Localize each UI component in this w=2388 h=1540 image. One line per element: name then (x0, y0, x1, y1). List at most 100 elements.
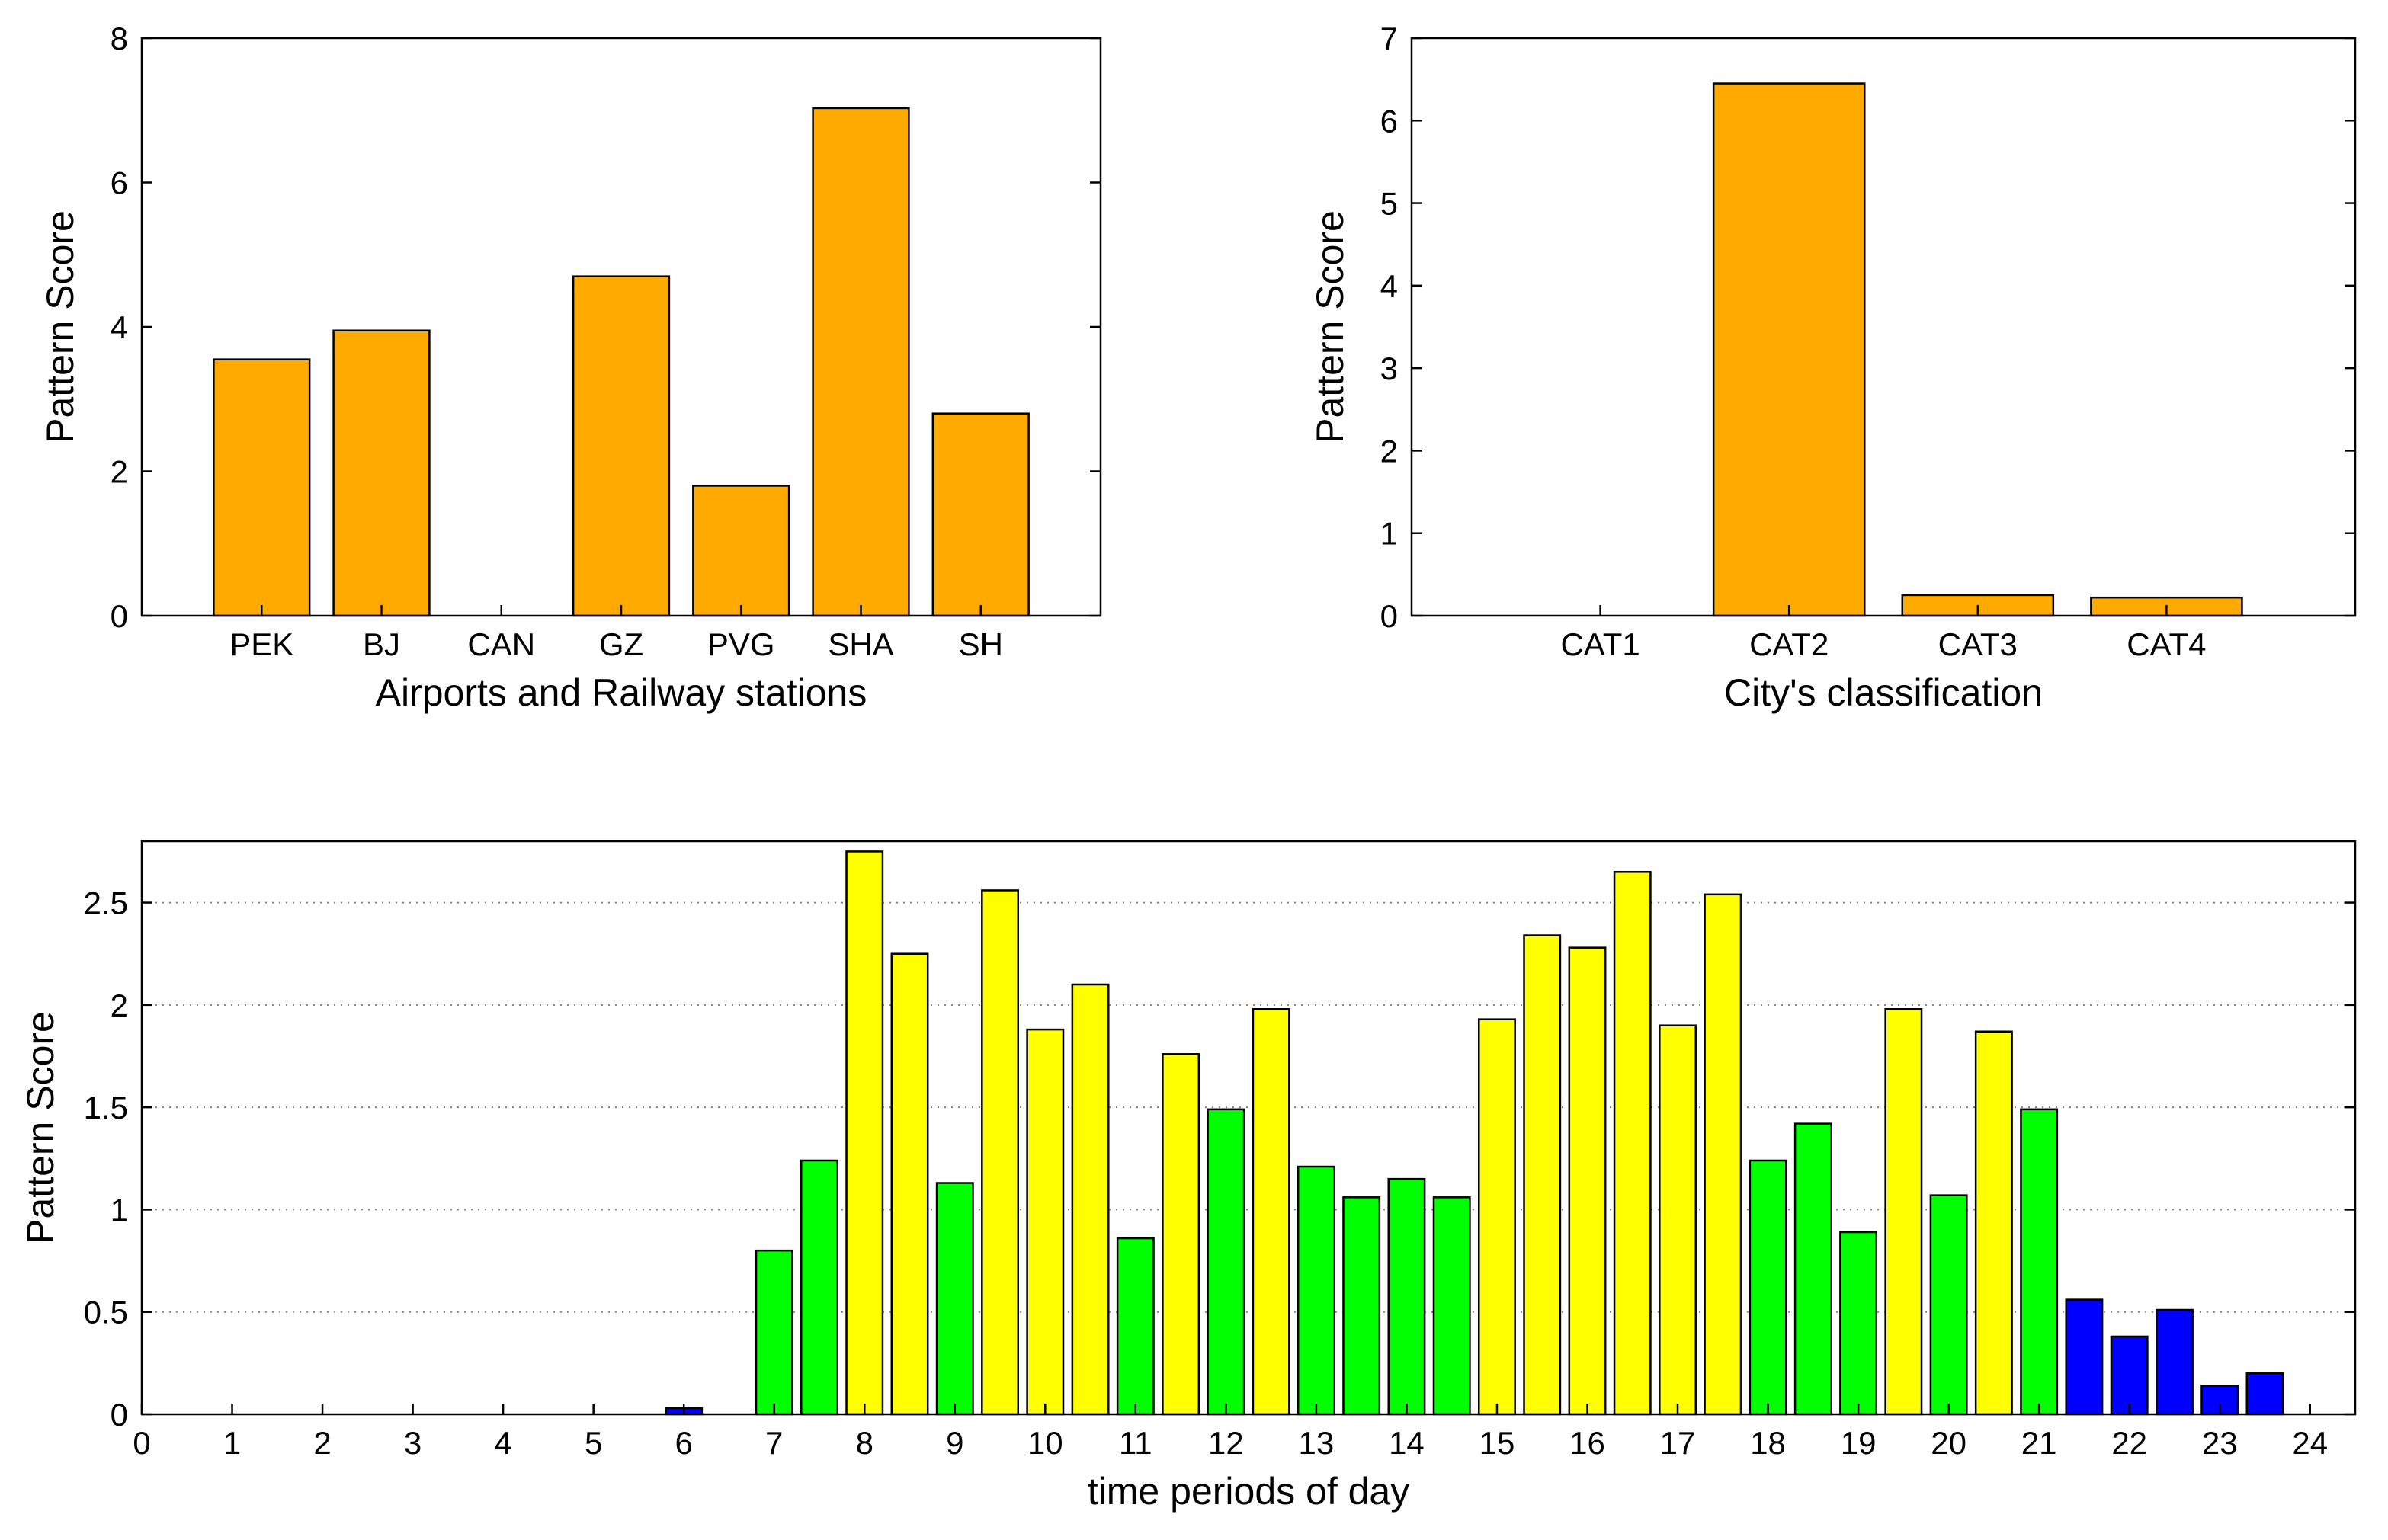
y-tick-label: 2 (111, 988, 128, 1023)
y-tick-label: 4 (1380, 268, 1398, 304)
bar-21 (2020, 1108, 2059, 1416)
x-tick-label: 6 (675, 1425, 693, 1461)
bar-9 (935, 1182, 974, 1416)
bar-11 (1116, 1237, 1155, 1416)
bar-23 (2200, 1385, 2239, 1416)
x-tick-label: 10 (1027, 1425, 1063, 1461)
x-tick-label: 11 (1119, 1425, 1152, 1461)
bar-bj (332, 329, 431, 617)
bar-20.5 (1974, 1030, 2013, 1416)
bar-9.5 (981, 889, 1019, 1416)
bar-13.5 (1342, 1196, 1381, 1416)
y-tick-label: 0 (1380, 598, 1398, 634)
chart-3: 00.511.522.50 1 2 3 4 5 6 7 8 9 10 11 12 13 14 15 16 17 18… (19, 840, 2357, 1513)
bar-7 (755, 1249, 793, 1416)
x-tick-label: CAN (467, 626, 535, 662)
y-tick-label: 1 (1380, 516, 1398, 552)
y-tick-label: 0 (111, 598, 128, 634)
y-tick-label: 2.5 (84, 885, 128, 921)
y-axis-label: Pattern Score (39, 210, 82, 443)
y-tick-label: 0 (111, 1397, 128, 1433)
chart-2: 0 1 2 3 4 5 6 7 CAT1 CAT2 CAT3 CAT4 City's classific… (1309, 21, 2357, 714)
x-tick-label: 22 (2111, 1425, 2147, 1461)
bar-7.5 (800, 1159, 838, 1416)
y-axis-label: Pattern Score (19, 1011, 62, 1244)
y-tick-label: 6 (111, 165, 128, 201)
y-tick-label: 1.5 (84, 1090, 128, 1125)
x-tick-label: 8 (856, 1425, 873, 1461)
bar-22 (2110, 1335, 2149, 1416)
bar-sha (812, 107, 910, 617)
bar-10 (1026, 1028, 1065, 1416)
x-tick-label: 23 (2202, 1425, 2238, 1461)
x-tick-label: SHA (828, 626, 893, 662)
bar-14.5 (1432, 1196, 1471, 1416)
y-tick-label: 7 (1380, 21, 1398, 56)
x-tick-label: SH (959, 626, 1003, 662)
x-tick-label: 9 (946, 1425, 963, 1461)
x-axis-label: City's classification (1724, 671, 2043, 714)
x-tick-label: 16 (1569, 1425, 1605, 1461)
x-tick-label: GZ (599, 626, 643, 662)
bar-pek (213, 358, 311, 617)
bar-16 (1568, 946, 1607, 1416)
x-tick-label: 2 (313, 1425, 331, 1461)
y-tick-label: 2 (111, 454, 128, 490)
x-tick-label: 20 (1931, 1425, 1966, 1461)
x-tick-label: 5 (585, 1425, 602, 1461)
bar-19 (1839, 1231, 1878, 1416)
bar-11.5 (1162, 1053, 1200, 1416)
chart-1: 0 2 4 6 8 PEK BJ CAN GZ PVG SHA SH Airports and Rail… (39, 21, 1102, 714)
y-tick-label: 4 (111, 309, 128, 345)
x-axis-label: time periods of day (1088, 1470, 1409, 1513)
y-tick-label: 6 (1380, 103, 1398, 139)
x-tick-label: 0 (133, 1425, 150, 1461)
bar-12.5 (1252, 1007, 1290, 1416)
bar-15.5 (1523, 934, 1562, 1416)
x-tick-label: 19 (1841, 1425, 1877, 1461)
x-tick-label: 12 (1208, 1425, 1244, 1461)
x-tick-label: 7 (765, 1425, 783, 1461)
x-tick-label: 24 (2292, 1425, 2328, 1461)
bar-pvg (692, 485, 790, 617)
bar-18 (1749, 1159, 1787, 1416)
bar-20 (1929, 1194, 1968, 1416)
y-tick-label: 0.5 (84, 1295, 128, 1330)
axes-frame (140, 840, 2357, 1416)
x-tick-label: 18 (1750, 1425, 1786, 1461)
bar-17.5 (1704, 893, 1742, 1416)
x-tick-label: 1 (223, 1425, 241, 1461)
bar-13 (1297, 1165, 1335, 1416)
x-tick-label: CAT4 (2127, 626, 2206, 662)
y-axis-label: Pattern Score (1309, 210, 1351, 443)
y-tick-label: 3 (1380, 351, 1398, 386)
bar-10.5 (1071, 983, 1110, 1416)
x-tick-label: PVG (707, 626, 775, 662)
x-tick-label: 15 (1479, 1425, 1515, 1461)
bar-22.5 (2155, 1308, 2194, 1416)
bar-15 (1478, 1018, 1516, 1416)
bar-21.5 (2065, 1298, 2104, 1416)
x-tick-label: PEK (229, 626, 293, 662)
x-axis-label: Airports and Railway stations (376, 671, 867, 714)
y-tick-label: 1 (111, 1192, 128, 1228)
bar-gz (572, 275, 671, 617)
x-tick-label: CAT2 (1749, 626, 1829, 662)
x-tick-label: 4 (494, 1425, 511, 1461)
bar-18.5 (1793, 1122, 1832, 1416)
x-tick-label: 14 (1389, 1425, 1425, 1461)
bar-8 (845, 850, 884, 1416)
bar-16.5 (1613, 871, 1652, 1416)
bar-19.5 (1884, 1007, 1923, 1416)
bar-17 (1659, 1024, 1697, 1416)
bar-cat2 (1712, 82, 1866, 617)
x-tick-label: 3 (404, 1425, 422, 1461)
y-tick-label: 5 (1380, 186, 1398, 222)
x-tick-label: BJ (363, 626, 400, 662)
x-tick-label: CAT1 (1560, 626, 1640, 662)
x-tick-label: 17 (1660, 1425, 1696, 1461)
bar-23.5 (2245, 1372, 2284, 1416)
bar-sh (931, 412, 1030, 617)
